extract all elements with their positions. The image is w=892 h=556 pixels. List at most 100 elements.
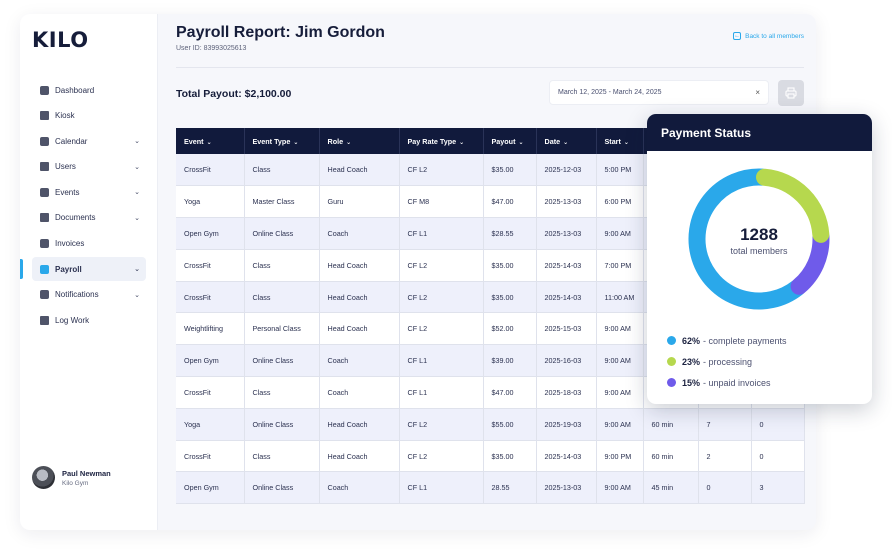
table-cell: Coach [319,376,400,409]
sort-chevron-icon[interactable]: ⌄ [623,139,629,146]
payment-donut-chart: 1288 total members [688,168,830,310]
column-header-label: Start [604,136,621,146]
donut-total-label: total members [730,246,788,256]
table-cell: 9:00 PM [596,440,644,473]
grid-icon [40,111,49,121]
sidebar-item-notifications[interactable]: Notifications ⌄ [32,283,146,307]
table-cell: Head Coach [319,249,400,282]
table-cell: CF L2 [399,408,484,441]
print-button[interactable] [778,80,804,106]
table-cell: CrossFit [176,154,245,187]
table-cell: 9:00 AM [596,408,644,441]
column-header-payout[interactable]: Payout ⌄ [483,128,537,154]
donut-segment-unpaid-invoices[interactable] [790,228,830,295]
table-cell: Coach [319,217,400,250]
sort-chevron-icon[interactable]: ⌄ [563,139,569,146]
table-cell: 2025-15-03 [536,312,597,346]
sidebar-item-invoices[interactable]: Invoices [32,232,146,256]
donut-segment-complete-payments[interactable] [688,168,806,310]
chevron-down-icon[interactable]: ⌄ [134,163,140,171]
sidebar-item-dashboard[interactable]: Dashboard [32,78,146,102]
sidebar-item-users[interactable]: Users ⌄ [32,155,146,179]
sidebar-item-label: Users [55,162,76,172]
legend-dot-icon [667,336,676,345]
kilo-logo[interactable]: KILO [32,28,89,52]
table-cell: 3 [751,471,805,505]
sidebar-item-payroll[interactable]: Payroll ⌄ [20,257,146,282]
chevron-down-icon[interactable]: ⌄ [134,291,140,299]
column-header-pay-rate-type[interactable]: Pay Rate Type ⌄ [399,128,484,154]
column-header-event[interactable]: Event ⌄ [176,128,245,154]
column-header-start[interactable]: Start ⌄ [596,128,644,154]
chevron-down-icon[interactable]: ⌄ [134,189,140,197]
legend-label: - processing [703,356,753,367]
table-cell: 2 [698,440,752,473]
table-cell: 9:00 AM [596,471,644,505]
table-cell: CrossFit [176,249,245,282]
sort-chevron-icon[interactable]: ⌄ [346,139,352,146]
donut-segment-processing[interactable] [756,168,830,243]
table-cell: CF L1 [399,471,484,505]
table-cell: 2025-13-03 [536,185,597,219]
bell-icon [40,290,49,300]
table-cell: 7:00 PM [596,249,644,282]
sort-chevron-icon[interactable]: ⌄ [518,139,524,146]
sidebar-item-calendar[interactable]: Calendar ⌄ [32,129,146,153]
table-cell: Class [244,154,320,187]
column-header-label: Role [327,136,344,146]
table-cell: $47.00 [483,376,537,409]
legend-dot-icon [667,357,676,366]
sidebar-item-label: Events [55,187,80,197]
table-cell: 28.55 [483,471,537,505]
legend-percent: 23% [682,356,701,367]
table-cell: 0 [751,440,805,473]
legend-label: - complete payments [703,335,787,346]
table-row[interactable]: Yoga Online Class Head Coach CF L2 $55.00 202… [176,408,805,441]
back-arrow-icon: ← [733,32,742,40]
table-cell: 6:00 PM [596,185,644,219]
table-row[interactable]: Open Gym Online Class Coach CF L1 28.55 2025-… [176,471,805,505]
table-cell: Coach [319,344,400,378]
chevron-down-icon[interactable]: ⌄ [134,138,140,146]
column-header-date[interactable]: Date ⌄ [536,128,597,154]
sort-chevron-icon[interactable]: ⌄ [459,139,465,146]
user-profile[interactable]: Paul Newman Kilo Gym [32,466,111,489]
sort-chevron-icon[interactable]: ⌄ [206,139,212,146]
legend-label: - unpaid invoices [703,377,771,388]
table-cell: Yoga [176,185,245,219]
sort-chevron-icon[interactable]: ⌄ [293,139,299,146]
clear-date-icon[interactable]: × [755,88,760,97]
table-cell: Online Class [244,344,320,378]
table-cell: CrossFit [176,440,245,473]
table-cell: 9:00 AM [596,217,644,250]
table-row[interactable]: CrossFit Class Head Coach CF L2 $35.00 2025-1… [176,440,805,473]
page-title: Payroll Report: Jim Gordon [176,24,385,41]
table-cell: CF L1 [399,217,484,250]
avatar[interactable] [32,466,55,489]
sidebar-item-label: Payroll [55,264,82,274]
gear-icon [40,315,49,325]
sidebar-item-kiosk[interactable]: Kiosk [32,104,146,128]
sidebar-item-documents[interactable]: Documents ⌄ [32,206,146,230]
payroll-icon [40,264,49,274]
back-to-members-link[interactable]: ← Back to all members [733,32,804,40]
sidebar-nav: Dashboard Kiosk Calendar ⌄ Users ⌄ Events ⌄ Docu… [20,78,146,334]
table-cell: Open Gym [176,217,245,250]
table-cell: 9:00 AM [596,344,644,378]
table-cell: CF L1 [399,344,484,378]
legend-item: 15% - unpaid invoices [667,372,787,393]
table-cell: CF L2 [399,312,484,346]
sidebar-item-log-work[interactable]: Log Work [32,308,146,332]
column-header-event-type[interactable]: Event Type ⌄ [244,128,320,154]
chevron-down-icon[interactable]: ⌄ [134,266,140,274]
column-header-label: Event Type [252,136,291,146]
date-range-picker[interactable]: March 12, 2025 - March 24, 2025 × [549,80,769,105]
sidebar-item-label: Calendar [55,136,88,146]
sidebar-item-events[interactable]: Events ⌄ [32,180,146,204]
donut-total: 1288 [740,225,778,244]
payment-status-card: Payment Status 1288 total members 62% - c… [647,114,872,404]
table-cell: 9:00 AM [596,376,644,409]
column-header-role[interactable]: Role ⌄ [319,128,400,154]
table-cell: CF L2 [399,154,484,187]
chevron-down-icon[interactable]: ⌄ [134,214,140,222]
